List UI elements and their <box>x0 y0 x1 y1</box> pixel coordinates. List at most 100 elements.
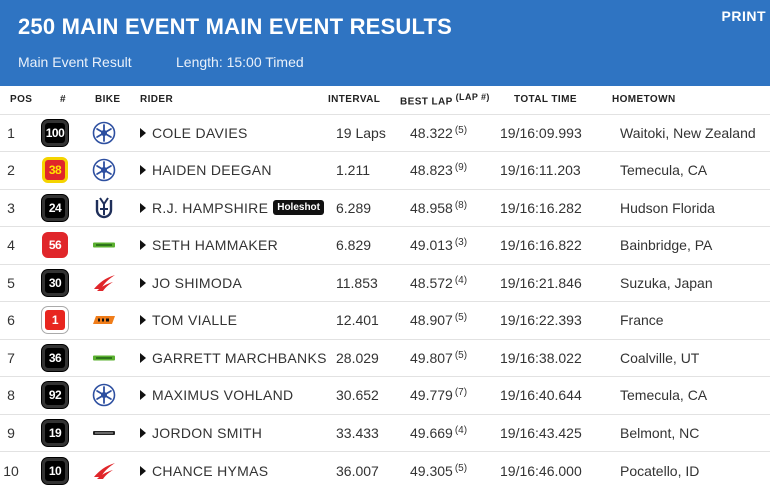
rider-name[interactable]: HAIDEN DEEGAN <box>152 162 272 179</box>
honda-icon <box>92 273 116 291</box>
expand-triangle-icon[interactable] <box>140 165 146 176</box>
interval: 6.289 <box>328 188 400 227</box>
rider-cell[interactable]: COLE DAVIES <box>140 113 328 152</box>
bike-cell <box>92 226 140 264</box>
col-bike: BIKE <box>95 94 121 106</box>
position: 1 <box>0 113 42 152</box>
expand-triangle-icon[interactable] <box>140 352 146 363</box>
rider-cell[interactable]: GARRETT MARCHBANKS <box>140 338 328 377</box>
best-lap-number: (4) <box>454 424 468 436</box>
table-row: 5 30 JO SHIMODA 11.853 48.572 (4) 19/16:21.846… <box>0 263 770 302</box>
hometown: France <box>612 301 770 339</box>
interval: 11.853 <box>328 263 400 302</box>
rider-cell[interactable]: TOM VIALLE <box>140 301 328 339</box>
position: 6 <box>0 301 42 339</box>
rider-cell[interactable]: JORDON SMITH <box>140 413 328 452</box>
col-best-lap: BEST LAP (LAP #) <box>400 86 500 114</box>
rider-cell[interactable]: MAXIMUS VOHLAND <box>140 376 328 414</box>
expand-triangle-icon[interactable] <box>140 202 146 213</box>
rider-name[interactable]: JORDON SMITH <box>152 424 263 441</box>
col-lap-number-label: (LAP #) <box>455 92 490 103</box>
bike-cell <box>92 301 140 339</box>
best-lap-time: 49.305 <box>410 462 453 479</box>
hometown: Suzuka, Japan <box>612 263 770 302</box>
rider-name[interactable]: JO SHIMODA <box>152 274 243 291</box>
position: 2 <box>0 151 42 189</box>
rider-name[interactable]: GARRETT MARCHBANKS <box>152 349 327 366</box>
hometown: Coalville, UT <box>612 338 770 377</box>
rider-cell[interactable]: R.J. HAMPSHIRE Holeshot <box>140 188 328 227</box>
table-header-row: POS # BIKE RIDER INTERVAL BEST LAP (LAP … <box>0 86 770 114</box>
col-total-time: TOTAL TIME <box>514 94 577 106</box>
total-time: 19/16:22.393 <box>500 301 612 339</box>
rider-name[interactable]: TOM VIALLE <box>152 312 238 329</box>
expand-triangle-icon[interactable] <box>140 427 146 438</box>
number-plate: 92 <box>42 382 68 409</box>
table-row: 8 92 MAXIMUS VOHLAND 30.652 49.779 (7) 19/16:4… <box>0 376 770 414</box>
bike-cell <box>92 263 140 302</box>
interval: 28.029 <box>328 338 400 377</box>
number-plate-cell: 1 <box>42 301 92 339</box>
interval: 30.652 <box>328 376 400 414</box>
rider-name[interactable]: CHANCE HYMAS <box>152 462 269 479</box>
col-best-lap-label: BEST LAP <box>400 96 453 108</box>
table-row: 1 100 COLE DAVIES 19 Laps 48.322 (5) 19/16:09.… <box>0 113 770 152</box>
position: 9 <box>0 413 42 452</box>
total-time: 19/16:46.000 <box>500 451 612 486</box>
position: 10 <box>0 451 42 486</box>
position: 4 <box>0 226 42 264</box>
bike-cell <box>92 376 140 414</box>
rider-name[interactable]: R.J. HAMPSHIRE <box>152 199 269 216</box>
position: 3 <box>0 188 42 227</box>
best-lap-time: 49.013 <box>410 237 453 254</box>
rider-cell[interactable]: JO SHIMODA <box>140 263 328 302</box>
col-pos: POS <box>10 94 33 106</box>
best-lap: 48.322 (5) <box>400 113 500 152</box>
expand-triangle-icon[interactable] <box>140 315 146 326</box>
hometown: Pocatello, ID <box>612 451 770 486</box>
rider-name[interactable]: COLE DAVIES <box>152 124 248 141</box>
ktm-icon <box>92 311 116 327</box>
table-row: 7 36 GARRETT MARCHBANKS 28.029 49.807 (5) 19/1… <box>0 338 770 377</box>
best-lap: 49.779 (7) <box>400 376 500 414</box>
expand-triangle-icon[interactable] <box>140 465 146 476</box>
best-lap-time: 49.779 <box>410 387 453 404</box>
rider-name[interactable]: MAXIMUS VOHLAND <box>152 387 294 404</box>
yamaha-icon <box>92 121 116 145</box>
expand-triangle-icon[interactable] <box>140 240 146 251</box>
number-plate: 24 <box>42 194 68 221</box>
expand-triangle-icon[interactable] <box>140 127 146 138</box>
number-plate-cell: 56 <box>42 226 92 264</box>
kawasaki-icon <box>92 348 116 364</box>
best-lap-time: 48.958 <box>410 199 453 216</box>
event-length: Length: 15:00 Timed <box>176 54 304 70</box>
number-plate-cell: 24 <box>42 188 92 227</box>
total-time: 19/16:43.425 <box>500 413 612 452</box>
best-lap-time: 48.907 <box>410 312 453 329</box>
hometown: Belmont, NC <box>612 413 770 452</box>
print-button[interactable]: PRINT <box>721 8 766 24</box>
expand-triangle-icon[interactable] <box>140 390 146 401</box>
number-plate: 19 <box>42 419 68 446</box>
table-row: 9 19 JORDON SMITH 33.433 49.669 (4) 19/16:43.4… <box>0 413 770 452</box>
number-plate-cell: 38 <box>42 151 92 189</box>
position: 5 <box>0 263 42 302</box>
bike-cell <box>92 188 140 227</box>
rider-cell[interactable]: CHANCE HYMAS <box>140 451 328 486</box>
total-time: 19/16:40.644 <box>500 376 612 414</box>
hometown: Bainbridge, PA <box>612 226 770 264</box>
table-row: 3 24 R.J. HAMPSHIRE Holeshot 6.289 48.958 (8) 1… <box>0 188 770 227</box>
table-row: 4 56 SETH HAMMAKER 6.829 49.013 (3) 19/16:16.8… <box>0 226 770 264</box>
interval: 36.007 <box>328 451 400 486</box>
rider-name[interactable]: SETH HAMMAKER <box>152 237 279 254</box>
rider-cell[interactable]: SETH HAMMAKER <box>140 226 328 264</box>
honda-icon <box>92 461 116 479</box>
best-lap: 49.305 (5) <box>400 451 500 486</box>
bike-cell <box>92 338 140 377</box>
rider-cell[interactable]: HAIDEN DEEGAN <box>140 151 328 189</box>
expand-triangle-icon[interactable] <box>140 277 146 288</box>
col-hometown: HOMETOWN <box>612 94 676 106</box>
bike-cell <box>92 451 140 486</box>
best-lap-number: (9) <box>454 162 468 174</box>
page-title: 250 MAIN EVENT MAIN EVENT RESULTS <box>18 14 453 39</box>
